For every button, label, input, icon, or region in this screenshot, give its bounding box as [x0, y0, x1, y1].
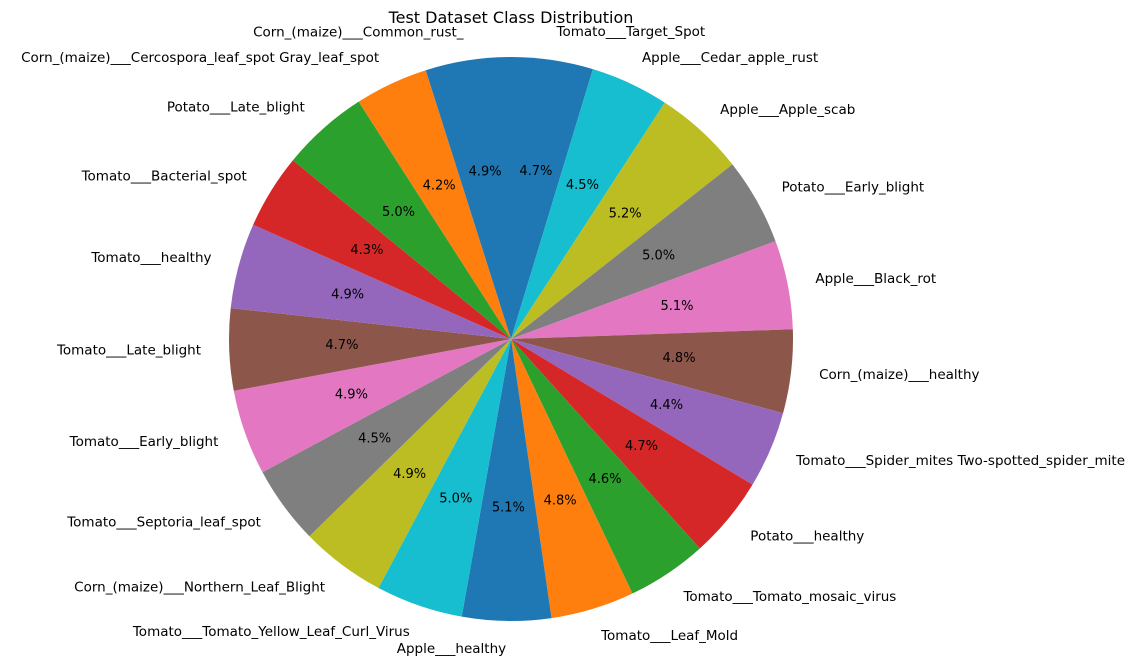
pie-pct-label: 5.2%	[609, 207, 642, 222]
pie-slice	[511, 102, 733, 339]
pie-pct-label: 5.0%	[382, 205, 415, 220]
pie-slice	[511, 329, 793, 414]
pie-slice	[511, 164, 776, 339]
pie-slice	[511, 339, 633, 619]
pie-category-label: Apple___Apple_scab	[720, 102, 855, 118]
pie-category-label: Corn_(maize)___healthy	[819, 367, 979, 383]
pie-slice	[511, 241, 793, 339]
pie-slice	[233, 339, 511, 473]
pie-pct-label: 4.5%	[566, 178, 599, 193]
category-label-layer: Tomato___Target_Spot Apple___Cedar_apple_…	[21, 24, 1125, 657]
pie-slice	[230, 224, 511, 339]
pie-pct-label: 5.1%	[492, 501, 525, 516]
pie-pct-label: 4.9%	[331, 287, 364, 302]
pie-category-label: Apple___healthy	[397, 641, 506, 657]
pie-category-label: Tomato___Spider_mites Two-spotted_spider…	[795, 453, 1125, 469]
pie-category-label: Tomato___Septoria_leaf_spot	[66, 515, 261, 531]
chart-title: Test Dataset Class Distribution	[388, 8, 634, 27]
pie-category-label: Corn_(maize)___Cercospora_leaf_spot Gray…	[21, 50, 379, 66]
pie-category-label: Corn_(maize)___Common_rust_	[253, 24, 464, 40]
pct-label-layer: 4.7% 4.5% 5.2% 5.0% 5.1% 4.8% 4.4% 4.7% 4.6% 4.8%…	[325, 164, 695, 516]
pie-category-label: Potato___Late_blight	[167, 99, 305, 115]
pie-slice	[253, 160, 511, 339]
pie-slice	[511, 339, 700, 594]
pie-category-label: Tomato___Leaf_Mold	[600, 628, 738, 644]
pie-pct-label: 4.6%	[589, 472, 622, 487]
pie-category-label: Tomato___Early_blight	[69, 434, 219, 450]
pie-category-label: Apple___Black_rot	[815, 271, 936, 287]
pie-slice	[262, 339, 511, 537]
pie-pct-label: 4.2%	[423, 178, 456, 193]
pie-slice	[292, 101, 511, 340]
pie-pct-label: 4.4%	[650, 398, 683, 413]
pie-category-label: Tomato___Tomato_mosaic_virus	[682, 589, 896, 605]
pie-category-label: Apple___Cedar_apple_rust	[642, 50, 818, 66]
pie-slice	[229, 308, 512, 391]
pie-category-label: Potato___Early_blight	[782, 179, 925, 195]
pie-slice	[425, 57, 511, 339]
pie-slice	[461, 339, 552, 621]
pie-slice	[511, 69, 665, 339]
pie-slice	[309, 339, 511, 588]
pie-pct-label: 4.9%	[469, 164, 502, 179]
pie-pct-label: 5.1%	[660, 299, 693, 314]
pie-category-label: Tomato___Late_blight	[56, 343, 201, 359]
pie-category-label: Tomato___Bacterial_spot	[81, 168, 247, 184]
pie-slice	[358, 70, 511, 340]
pie-pct-label: 5.0%	[439, 491, 472, 506]
pie-slice	[378, 339, 511, 617]
pie-pct-label: 4.9%	[393, 467, 426, 482]
pie-pct-label: 4.5%	[358, 432, 391, 447]
pie-pct-label: 4.8%	[663, 351, 696, 366]
pie-category-label: Tomato___healthy	[90, 250, 211, 266]
pie-category-label: Potato___healthy	[750, 528, 864, 544]
pie-slice	[511, 57, 593, 339]
pie-pct-label: 4.7%	[325, 338, 358, 353]
pie-pct-label: 4.8%	[544, 493, 577, 508]
pie-pct-label: 4.3%	[350, 243, 383, 258]
pie-slice	[511, 339, 753, 549]
pie-category-label: Tomato___Target_Spot	[556, 24, 706, 40]
slices-layer	[229, 57, 793, 621]
pie-pct-label: 4.7%	[625, 439, 658, 454]
pie-pct-label: 4.9%	[335, 388, 368, 403]
pie-pct-label: 5.0%	[642, 249, 675, 264]
pie-slice	[511, 339, 784, 485]
pie-category-label: Tomato___Tomato_Yellow_Leaf_Curl_Virus	[132, 624, 410, 640]
pie-category-label: Corn_(maize)___Northern_Leaf_Blight	[74, 579, 325, 595]
pie-pct-label: 4.7%	[519, 164, 552, 179]
